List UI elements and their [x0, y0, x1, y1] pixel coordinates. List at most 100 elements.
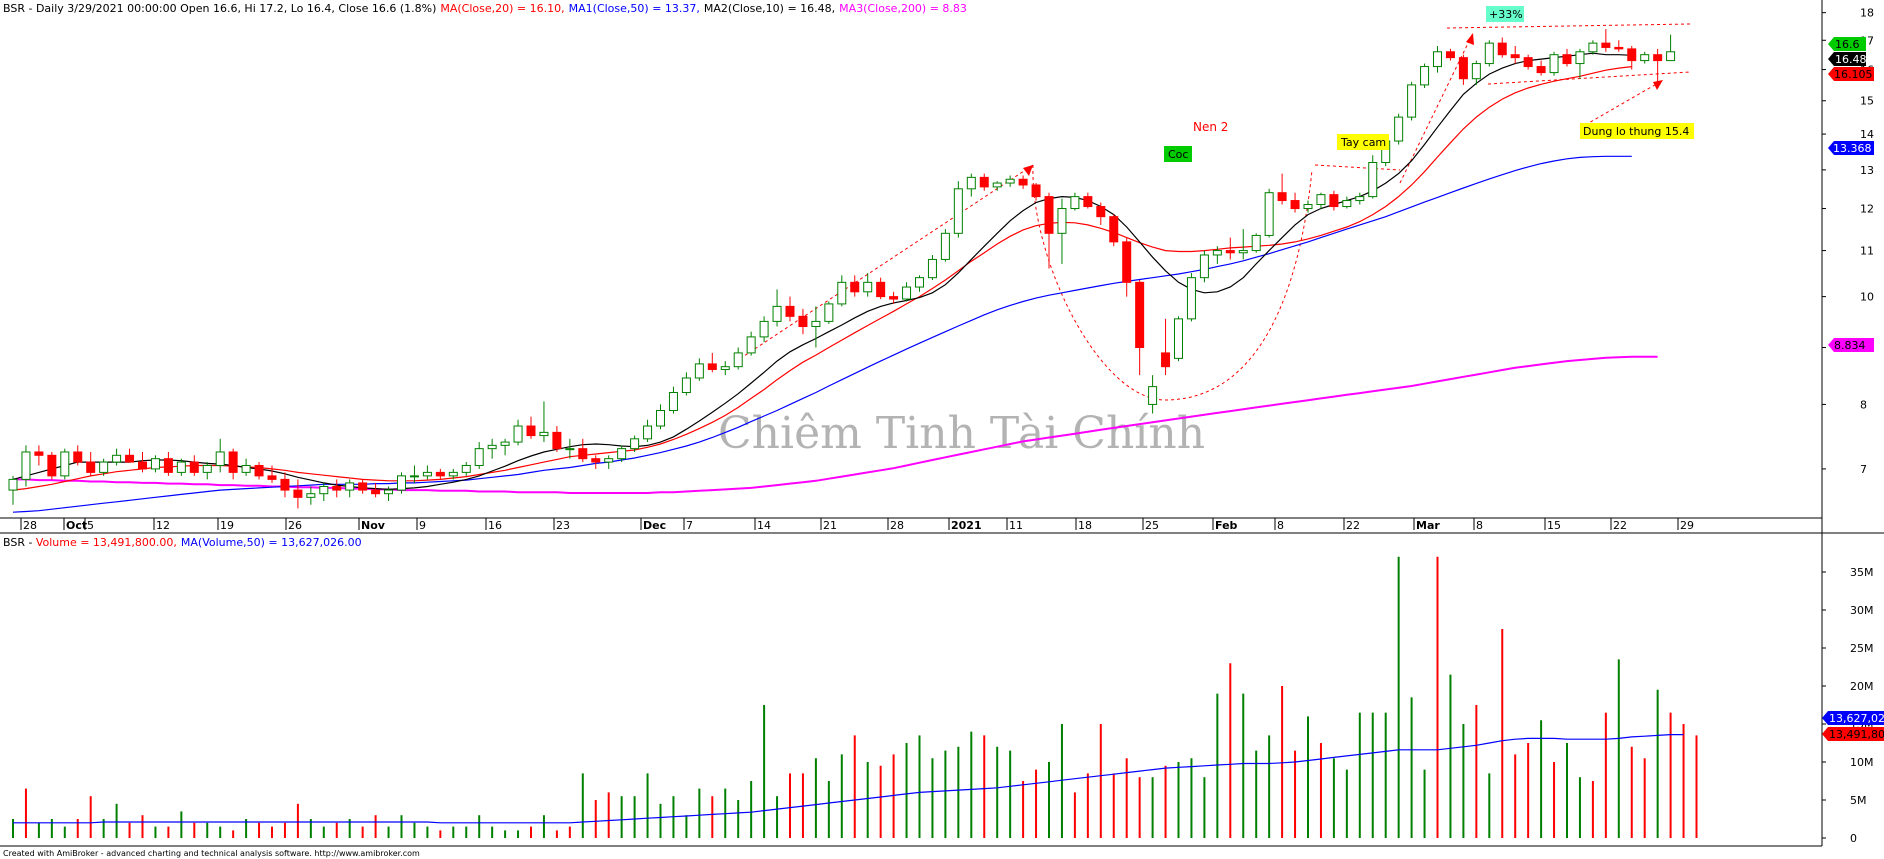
candle-up — [915, 277, 924, 288]
candle-up — [940, 232, 950, 260]
candle-up — [1264, 192, 1274, 236]
annotation-taycam-bg — [1337, 134, 1389, 150]
candle-up — [461, 464, 471, 473]
candle-up — [487, 444, 497, 450]
candle-down — [591, 458, 601, 463]
ma10-badge: 16.48 — [1835, 53, 1867, 66]
candle-down — [435, 471, 445, 477]
handle-guide — [1314, 164, 1401, 171]
candle-down — [1497, 42, 1507, 56]
candle-up — [1640, 54, 1650, 62]
candle-down — [73, 451, 83, 463]
x-tick-label: 28 — [890, 519, 904, 532]
x-tick-label: 19 — [220, 519, 234, 532]
volume-y-tick-label: 30M — [1850, 604, 1874, 617]
close-badge: 16.6 — [1835, 38, 1860, 51]
candle-up — [863, 281, 873, 293]
x-tick-label: 5 — [87, 519, 94, 532]
candle-up — [1251, 234, 1261, 252]
candle-down — [293, 489, 303, 498]
candle-down — [1614, 46, 1624, 50]
candle-up — [902, 286, 912, 300]
candle-up — [1303, 204, 1313, 210]
ma200-badge-bg — [1828, 338, 1874, 352]
candle-up — [668, 391, 678, 411]
annotation-coc: Coc — [1168, 148, 1188, 161]
annotation-dung-lo: Dung lo thung 15.4 — [1583, 125, 1689, 138]
candle-up — [811, 320, 821, 328]
candle-up — [1588, 42, 1598, 53]
x-tick-label: 26 — [288, 519, 302, 532]
candle-up — [345, 482, 355, 491]
footer-credit: Created with AmiBroker - advanced charti… — [3, 849, 420, 858]
candlestick-layer — [8, 29, 1676, 509]
candle-up — [927, 258, 937, 279]
cup-guide — [1032, 164, 1313, 401]
candle-up — [1199, 254, 1209, 279]
candle-up — [1549, 54, 1559, 74]
candle-down — [1225, 250, 1235, 254]
candle-up — [1238, 250, 1248, 254]
candle-up — [966, 176, 976, 190]
candle-up — [1575, 51, 1585, 65]
candle-up — [1148, 386, 1158, 405]
price-y-tick-label: 12 — [1860, 203, 1874, 216]
candle-down — [86, 461, 96, 473]
candle-up — [513, 425, 523, 443]
candle-down — [1161, 352, 1171, 368]
candle-up — [99, 461, 109, 473]
volume-y-tick-label: 20M — [1850, 680, 1874, 693]
annotation-tay-cam: Tay cam — [1340, 136, 1386, 149]
candle-down — [1523, 57, 1533, 68]
candle-down — [1445, 51, 1455, 59]
x-tick-label: 16 — [488, 519, 502, 532]
ma10-line — [12, 52, 1632, 491]
candle-up — [643, 425, 653, 440]
price-y-tick-label: 15 — [1860, 95, 1874, 108]
x-tick-label: 12 — [156, 519, 170, 532]
candle-down — [1627, 48, 1637, 62]
volume-layer — [12, 556, 1698, 838]
annotation-coc-bg — [1164, 146, 1192, 162]
candle-down — [358, 482, 368, 491]
candle-up — [759, 320, 769, 338]
arrow-head-1 — [1023, 165, 1033, 176]
x-tick-label: 7 — [686, 519, 693, 532]
x-tick-label: 28 — [23, 519, 37, 532]
candle-up — [772, 305, 782, 322]
x-tick-label: 11 — [1009, 519, 1023, 532]
x-tick-label: 25 — [1145, 519, 1159, 532]
candle-up — [176, 461, 186, 473]
ma20-line — [12, 66, 1632, 491]
candle-down — [1329, 194, 1339, 208]
price-badges: 16.6 16.48 16.105 13.368 8.834 13,627,02… — [1822, 37, 1884, 741]
candle-up — [1005, 178, 1015, 184]
volume-y-tick-label: 10M — [1850, 756, 1874, 769]
candle-up — [1212, 250, 1222, 256]
candle-up — [60, 451, 70, 477]
candle-up — [1420, 66, 1430, 86]
x-tick-label: 22 — [1613, 519, 1627, 532]
candle-up — [448, 471, 458, 477]
candle-down — [267, 475, 277, 480]
candle-down — [254, 464, 264, 477]
candle-up — [1342, 200, 1352, 208]
x-tick-label: 29 — [1680, 519, 1694, 532]
candle-down — [1096, 206, 1106, 218]
candle-up — [202, 464, 212, 473]
candle-up — [733, 352, 743, 368]
channel-bottom — [1487, 71, 1691, 85]
x-tick-label: 22 — [1346, 519, 1360, 532]
candle-up — [1433, 51, 1442, 68]
candle-up — [1070, 196, 1080, 210]
x-tick-label: Oct — [66, 519, 87, 532]
candle-down — [280, 478, 290, 491]
x-tick-label: 8 — [1476, 519, 1483, 532]
candle-down — [707, 363, 717, 370]
price-y-tick-label: 18 — [1860, 7, 1874, 20]
x-tick-label: Mar — [1416, 519, 1440, 532]
candle-down — [1277, 192, 1287, 202]
candle-up — [1355, 196, 1365, 202]
ma200-badge: 8.834 — [1834, 339, 1866, 352]
candle-up — [422, 471, 432, 477]
